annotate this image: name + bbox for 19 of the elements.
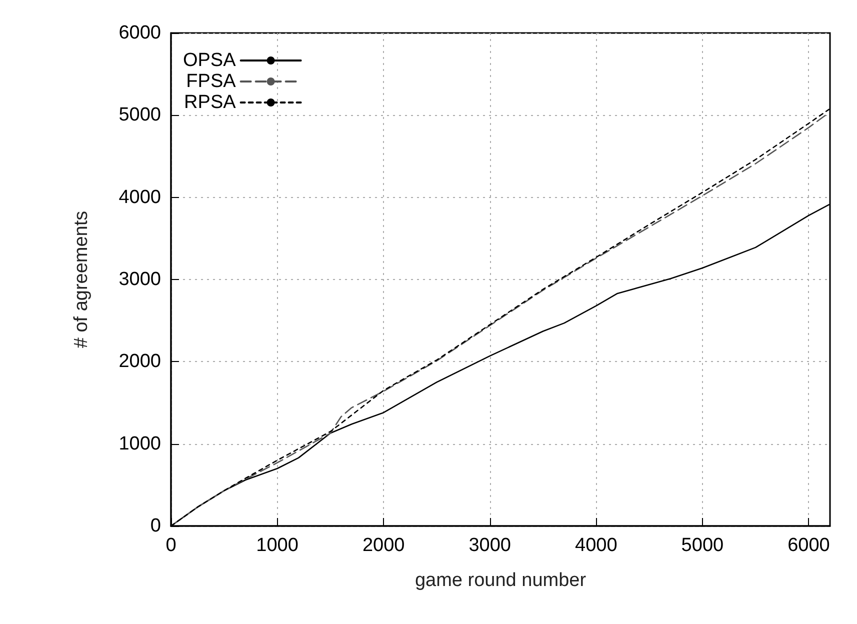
x-axis-title: game round number	[414, 570, 587, 591]
y-tick-label: 3000	[118, 269, 161, 290]
y-axis-title: # of agreements	[71, 210, 92, 348]
y-tick-label: 2000	[118, 351, 161, 372]
x-tick-label: 6000	[788, 535, 830, 556]
x-tick-label: 0	[166, 535, 176, 556]
y-tick-label: 0	[150, 516, 161, 536]
legend-label: FPSA	[186, 71, 236, 92]
y-tick-label: 4000	[118, 186, 161, 208]
x-tick-label: 5000	[681, 535, 724, 556]
legend-label: RPSA	[184, 92, 236, 113]
y-tick-label: 5000	[118, 104, 161, 126]
x-tick-label: 4000	[575, 535, 618, 556]
x-tick-label: 3000	[468, 535, 512, 556]
x-tick-label: 1000	[256, 535, 298, 556]
y-tick-label: 1000	[118, 433, 161, 454]
y-tick-label: 6000	[118, 22, 161, 44]
x-tick-label: 2000	[362, 535, 405, 556]
legend-label: OPSA	[182, 50, 236, 71]
